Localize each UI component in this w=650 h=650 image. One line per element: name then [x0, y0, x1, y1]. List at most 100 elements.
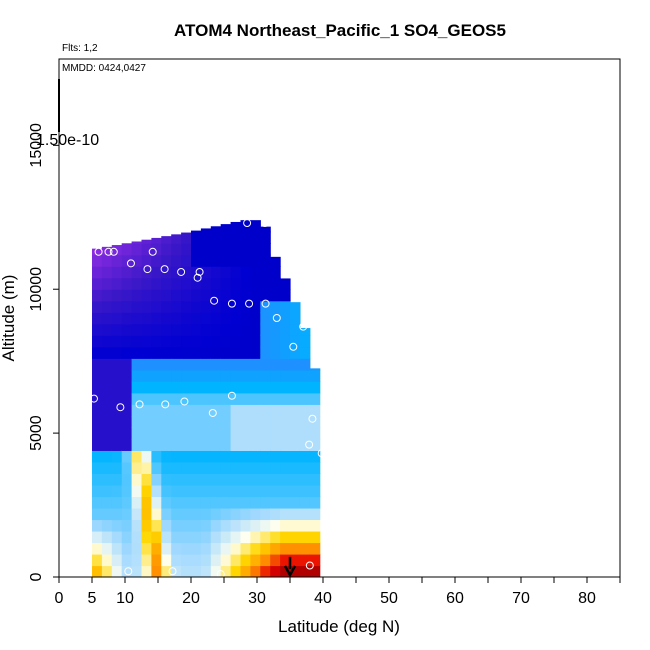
heatmap-cell [230, 335, 242, 348]
heatmap-cell [280, 278, 291, 290]
heatmap-cell [131, 404, 143, 417]
heatmap-cell [191, 530, 202, 544]
heatmap-cell [181, 312, 192, 325]
heatmap-cell [250, 381, 261, 394]
heatmap-cell [111, 438, 123, 451]
heatmap-cell [141, 565, 152, 577]
flight-point [317, 449, 326, 458]
heatmap-cell [250, 300, 261, 313]
heatmap-cell [270, 381, 281, 394]
heatmap-cell [200, 358, 212, 371]
heatmap-cell [290, 302, 301, 313]
heatmap-cell [111, 369, 123, 382]
heatmap-cell [240, 254, 251, 267]
heatmap-cell [191, 277, 202, 290]
heatmap-cell [161, 358, 172, 371]
heatmap-cell [299, 484, 311, 498]
heatmap-cell [131, 519, 143, 532]
heatmap-cell [290, 323, 301, 336]
heatmap-cell [290, 450, 301, 463]
heatmap-cell [210, 450, 222, 463]
heatmap-cell [220, 323, 232, 336]
heatmap-cell [220, 496, 232, 509]
heatmap-cell [240, 542, 251, 555]
heatmap-cell [161, 427, 172, 440]
heatmap-cell [240, 300, 251, 313]
heatmap-cell [220, 254, 232, 267]
heatmap-cell [299, 358, 311, 371]
heatmap-cell [181, 335, 192, 348]
heatmap-cell [260, 519, 271, 532]
heatmap-cell [299, 496, 311, 509]
heatmap-cell [111, 496, 123, 509]
heatmap-cell [260, 438, 271, 451]
heatmap-cell [161, 312, 172, 325]
heatmap-cell [240, 530, 251, 544]
heatmap-cell [240, 450, 251, 463]
heatmap-cell [181, 404, 192, 417]
heatmap-cell [181, 473, 192, 486]
heatmap-cell [299, 369, 311, 382]
heatmap-cell [210, 404, 222, 417]
heatmap-cell [141, 438, 152, 451]
flight-point [260, 219, 269, 228]
heatmap-cell [280, 553, 291, 567]
heatmap-cell [230, 553, 242, 567]
heatmap-cell [131, 530, 143, 544]
chart-title: ATOM4 Northeast_Pacific_1 SO4_GEOS5 [174, 21, 506, 40]
heatmap-cell [191, 358, 202, 371]
heatmap-cell [121, 415, 133, 428]
heatmap-cell [171, 438, 182, 451]
heatmap-cell [191, 461, 202, 474]
heatmap-cell [200, 231, 212, 244]
heatmap-cell [200, 392, 212, 405]
heatmap-cell [290, 381, 301, 394]
heatmap-cell [220, 450, 232, 463]
heatmap-cell [210, 553, 222, 567]
heatmap-cell [141, 312, 152, 325]
heatmap-cell [131, 438, 143, 451]
heatmap-cell [92, 542, 103, 555]
heatmap-cell [230, 221, 242, 233]
heatmap-cell [299, 507, 311, 521]
heatmap-cell [250, 450, 261, 463]
heatmap-cell [181, 427, 192, 440]
heatmap-cell [101, 473, 113, 486]
heatmap-cell [250, 312, 261, 325]
heatmap-cell [250, 473, 261, 486]
heatmap-cell [161, 236, 172, 244]
heatmap-cell [101, 346, 113, 359]
heatmap-cell [151, 243, 162, 256]
heatmap-cell [240, 565, 251, 577]
heatmap-cell [161, 404, 172, 417]
heatmap-cell [191, 519, 202, 532]
heatmap-cell [101, 312, 113, 325]
heatmap-cell [290, 335, 301, 348]
heatmap-cell [210, 438, 222, 451]
heatmap-cell [171, 404, 182, 417]
heatmap-cell [121, 565, 133, 577]
heatmap-cell [230, 323, 242, 336]
location-arrow [283, 556, 297, 578]
flight-point [195, 267, 204, 276]
heatmap-cell [299, 553, 311, 567]
heatmap-cell [200, 415, 212, 428]
heatmap-cell [161, 335, 172, 348]
heatmap-cell [280, 312, 291, 325]
heatmap-cell [260, 266, 271, 279]
x-axis-label: Latitude (deg N) [278, 617, 400, 636]
heatmap-cell [141, 530, 152, 544]
heatmap-cell [151, 381, 162, 394]
heatmap-cell [290, 507, 301, 521]
heatmap-cell [280, 415, 291, 428]
heatmap-cell [220, 289, 232, 302]
heatmap-cell [111, 461, 123, 474]
heatmap-cell [151, 289, 162, 302]
heatmap-cell [161, 277, 172, 290]
heatmap-cell [299, 328, 311, 336]
heatmap-cell [131, 450, 143, 463]
heatmap-cell [270, 415, 281, 428]
heatmap-cell [111, 427, 123, 440]
heatmap-cell [131, 358, 143, 371]
heatmap-cell [151, 266, 162, 279]
